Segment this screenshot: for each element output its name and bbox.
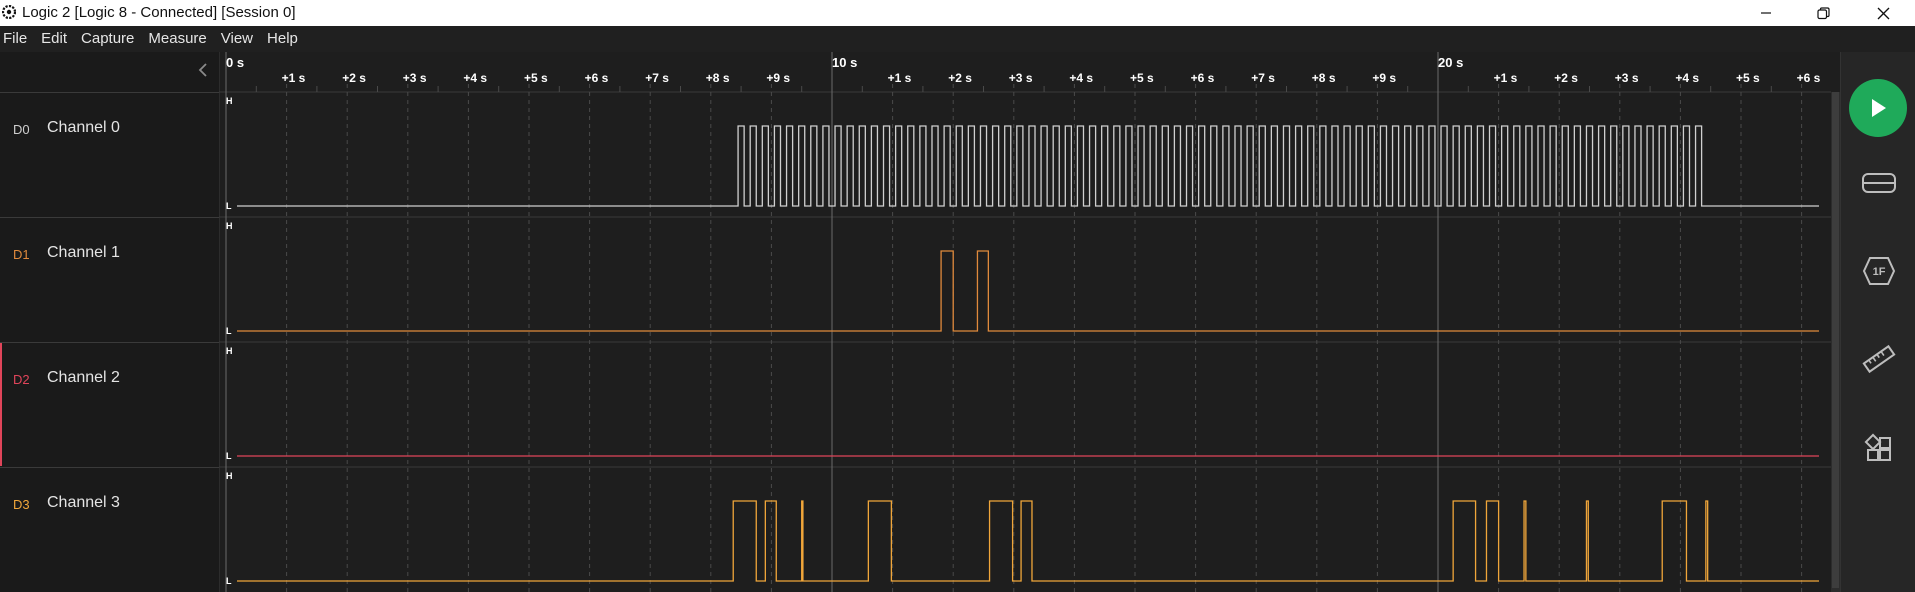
ruler-minor-label: +3 s: [403, 71, 427, 85]
ruler-minor-label: +8 s: [706, 71, 730, 85]
menu-measure[interactable]: Measure: [148, 30, 207, 47]
menu-view[interactable]: View: [220, 30, 254, 47]
channel-names-column: D0 Channel 0 D1 Channel 1 D2 Channel 2 D…: [0, 52, 219, 592]
analyzer-badge: 1F: [1873, 266, 1886, 278]
menu-help[interactable]: Help: [267, 30, 298, 47]
ruler-minor-label: +7 s: [1251, 71, 1275, 85]
ruler-minor-label: +1 s: [888, 71, 912, 85]
level-high-label: H: [226, 96, 233, 106]
ruler-minor-label: +2 s: [948, 71, 972, 85]
ruler-minor-label: +6 s: [1191, 71, 1215, 85]
ruler-minor-label: +5 s: [1130, 71, 1154, 85]
channel-row-3[interactable]: D3 Channel 3: [0, 467, 219, 591]
channel-row-2[interactable]: D2 Channel 2: [0, 342, 219, 466]
minimize-button[interactable]: [1743, 0, 1789, 26]
device-icon[interactable]: [1860, 166, 1898, 200]
menu-file[interactable]: File: [3, 30, 28, 47]
waveform-d3: [237, 500, 1819, 582]
minimize-icon: [1761, 12, 1771, 14]
ruler-minor-label: +1 s: [282, 71, 306, 85]
analyzers-icon[interactable]: 1F: [1860, 254, 1898, 288]
level-low-label: L: [226, 201, 232, 211]
channel-row-0[interactable]: D0 Channel 0: [0, 92, 219, 216]
right-sidebar: 1F: [1840, 52, 1915, 592]
extensions-icon[interactable]: [1860, 432, 1898, 466]
level-low-label: L: [226, 451, 232, 461]
level-high-label: H: [226, 221, 233, 231]
vertical-scrollbar-thumb[interactable]: [1832, 92, 1839, 588]
ruler-major-label: 20 s: [1438, 55, 1463, 70]
channel-id: D0: [13, 122, 30, 137]
channel-name[interactable]: Channel 0: [47, 119, 120, 136]
menu-bar: File Edit Capture Measure View Help: [0, 26, 1915, 52]
ruler-minor-label: +8 s: [1312, 71, 1336, 85]
waveform-view[interactable]: 0 s 10 s 20 s +1 s +2 s +3 s +4 s +5 s +6 s +7 s +…: [219, 52, 1831, 592]
channel-name[interactable]: Channel 1: [47, 244, 120, 261]
waveform-d1: [237, 250, 1819, 332]
window-title: Logic 2 [Logic 8 - Connected] [Session 0…: [22, 4, 296, 21]
ruler-minor-label: +1 s: [1494, 71, 1518, 85]
channel-id: D3: [13, 497, 30, 512]
ruler-minor-label: +9 s: [1372, 71, 1396, 85]
ruler-minor-label: +7 s: [645, 71, 669, 85]
ruler-minor-label: +6 s: [585, 71, 609, 85]
chevron-left-icon[interactable]: [196, 62, 210, 78]
close-button[interactable]: [1860, 0, 1906, 26]
ruler-minor-label: +5 s: [1736, 71, 1760, 85]
ruler-minor-label: +9 s: [766, 71, 790, 85]
ruler-minor-label: +4 s: [463, 71, 487, 85]
measure-ruler-icon[interactable]: [1860, 342, 1898, 376]
channel-name[interactable]: Channel 3: [47, 494, 120, 511]
main-area: D0 Channel 0 D1 Channel 1 D2 Channel 2 D…: [0, 52, 1915, 592]
ruler-minor-label: +4 s: [1675, 71, 1699, 85]
waveform-canvas[interactable]: 0 s 10 s 20 s +1 s +2 s +3 s +4 s +5 s +6 s +7 s +…: [219, 52, 1831, 592]
time-ruler[interactable]: [219, 52, 1831, 92]
ruler-minor-label: +2 s: [342, 71, 366, 85]
ruler-minor-label: +2 s: [1554, 71, 1578, 85]
play-icon: [1872, 99, 1886, 117]
ruler-minor-label: +3 s: [1009, 71, 1033, 85]
ruler-major-label: 10 s: [832, 55, 857, 70]
menu-edit[interactable]: Edit: [41, 30, 68, 47]
level-high-label: H: [226, 471, 233, 481]
waveform-d0: [237, 125, 1819, 207]
level-low-label: L: [226, 576, 232, 586]
channel-row-1[interactable]: D1 Channel 1: [0, 217, 219, 341]
logic-app-icon: [2, 5, 16, 19]
channel-name[interactable]: Channel 2: [47, 369, 120, 386]
level-low-label: L: [226, 326, 232, 336]
start-capture-button[interactable]: [1849, 79, 1907, 137]
ruler-minor-label: +5 s: [524, 71, 548, 85]
channel-id: D2: [13, 372, 30, 387]
channel-id: D1: [13, 247, 30, 262]
close-icon: [1877, 7, 1889, 19]
channel-color-bar: [0, 343, 2, 466]
ruler-major-label: 0 s: [226, 55, 244, 70]
ruler-minor-label: +4 s: [1069, 71, 1093, 85]
title-bar: Logic 2 [Logic 8 - Connected] [Session 0…: [0, 0, 1915, 26]
ruler-minor-label: +6 s: [1797, 71, 1821, 85]
ruler-minor-label: +3 s: [1615, 71, 1639, 85]
menu-capture[interactable]: Capture: [81, 30, 135, 47]
level-high-label: H: [226, 346, 233, 356]
restore-button[interactable]: [1800, 0, 1846, 26]
restore-icon: [1816, 6, 1830, 19]
